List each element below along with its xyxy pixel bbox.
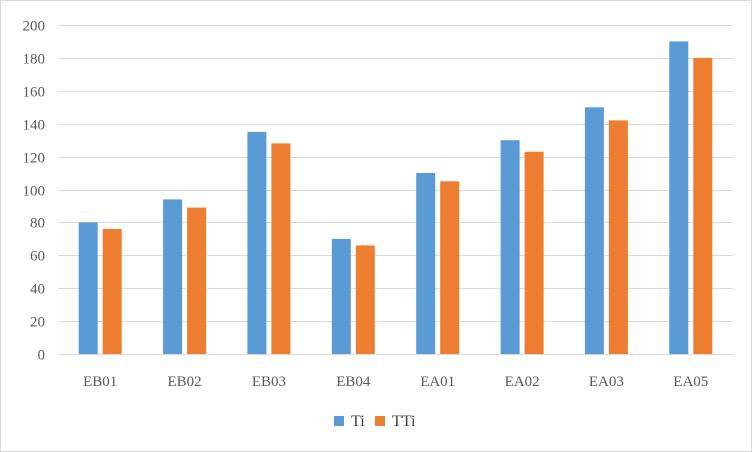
bar-ti-ea05	[669, 41, 689, 355]
x-axis-tick-labels: EB01 EB02 EB03 EB04 EA01 EA02 EA03 EA05	[83, 374, 708, 390]
y-tick-label: 180	[23, 52, 46, 68]
y-tick-label: 60	[30, 249, 45, 265]
legend: Ti TTi	[334, 413, 416, 430]
y-tick-label: 100	[23, 184, 46, 200]
bar-ti-ea01	[416, 173, 436, 354]
bar-tti-ea05	[693, 57, 713, 355]
y-axis-tick-labels: 0 20 40 60 80 100 120 140 160 180 200	[23, 19, 46, 364]
y-tick-label: 40	[30, 282, 45, 298]
legend-label-tti: TTi	[392, 413, 416, 430]
y-tick-label: 200	[23, 19, 46, 35]
legend-swatch-ti	[334, 416, 344, 426]
x-tick-label: EA02	[505, 374, 540, 390]
legend-label-ti: Ti	[351, 413, 365, 430]
y-tick-label: 160	[23, 85, 46, 101]
x-tick-label: EA03	[589, 374, 624, 390]
bar-tti-eb04	[355, 245, 375, 354]
bar-tti-eb02	[187, 207, 207, 354]
x-tick-label: EA01	[420, 374, 455, 390]
bar-ti-ea03	[584, 107, 604, 355]
y-tick-label: 0	[38, 348, 46, 364]
x-tick-label: EB03	[252, 374, 286, 390]
legend-swatch-tti	[375, 416, 385, 426]
x-tick-label: EB04	[336, 374, 371, 390]
bar-tti-ea01	[440, 181, 460, 354]
bar-ti-eb03	[247, 131, 267, 354]
bar-ti-eb01	[78, 222, 98, 354]
y-tick-label: 140	[23, 118, 46, 134]
bar-ti-eb02	[163, 199, 183, 354]
y-tick-label: 20	[30, 315, 45, 331]
bar-ti-ea02	[500, 140, 520, 354]
bar-ti-eb04	[331, 238, 351, 354]
bar-tti-ea03	[608, 120, 628, 355]
y-tick-label: 80	[30, 216, 45, 232]
y-tick-label: 120	[23, 151, 46, 167]
bar-tti-eb03	[271, 143, 291, 354]
gridlines	[58, 25, 733, 355]
x-tick-label: EB02	[168, 374, 202, 390]
bar-tti-eb01	[102, 229, 122, 354]
x-tick-label: EA05	[673, 374, 708, 390]
x-tick-label: EB01	[83, 374, 117, 390]
bars	[78, 41, 713, 355]
bar-tti-ea02	[524, 151, 544, 354]
